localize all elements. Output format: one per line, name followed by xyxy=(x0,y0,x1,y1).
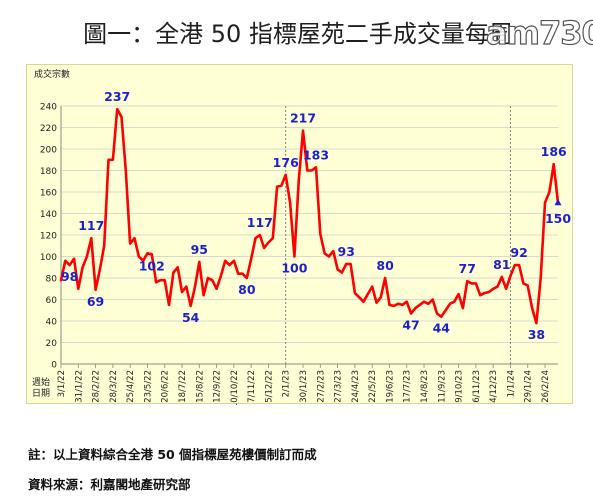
y-tick-label: 160 xyxy=(40,189,57,199)
x-tick-label: 27/2/23 xyxy=(316,370,326,403)
data-label: 186 xyxy=(541,144,567,159)
x-tick-label: 14/8/23 xyxy=(420,370,430,403)
x-tick-label: 10/10/22 xyxy=(230,370,240,405)
x-tick-label: 29/1/24 xyxy=(524,370,534,403)
line-chart: 成交宗數 0 20 40 60 80 100 120 140 160 180 200 220 240 3/… xyxy=(32,68,571,405)
data-label: 150 xyxy=(545,211,571,226)
data-label: 80 xyxy=(238,282,256,297)
data-label: 80 xyxy=(376,258,394,273)
x-tick-label: 30/1/23 xyxy=(299,370,309,403)
data-label: 102 xyxy=(139,258,165,273)
x-tick-label: 1/1/24 xyxy=(506,370,516,397)
data-label: 117 xyxy=(78,218,104,233)
x-tick-label: 24/4/23 xyxy=(351,370,361,403)
x-tick-label: 17/7/23 xyxy=(403,370,413,403)
data-label: 81 xyxy=(493,257,510,272)
chart-frame: 成交宗數 0 20 40 60 80 100 120 140 160 180 200 220 240 3/… xyxy=(26,64,573,405)
data-label: 38 xyxy=(528,327,545,342)
y-tick-label: 60 xyxy=(46,296,58,306)
x-tick-label: 4/12/23 xyxy=(489,370,499,403)
x-tick-label: 25/4/22 xyxy=(126,370,136,403)
x-tick-label: 27/3/23 xyxy=(334,370,344,403)
y-tick-label: 240 xyxy=(40,103,57,113)
x-tick-label: 2/1/23 xyxy=(282,370,292,397)
data-label: 117 xyxy=(247,215,273,230)
data-label: 100 xyxy=(281,261,307,276)
series-line xyxy=(59,107,560,325)
data-label: 54 xyxy=(182,310,200,325)
y-tick-label: 220 xyxy=(40,124,57,134)
y-tick-label: 0 xyxy=(51,361,57,371)
data-label: 237 xyxy=(104,89,130,104)
y-tick-label: 140 xyxy=(40,210,57,220)
x-axis-label-line1: 週始 xyxy=(32,376,50,388)
x-tick-label: 19/6/23 xyxy=(385,370,395,403)
x-tick-label: 11/9/23 xyxy=(437,370,447,403)
data-label: 93 xyxy=(338,244,355,259)
data-label: 183 xyxy=(303,147,329,162)
y-tick-label: 80 xyxy=(46,275,58,285)
x-tick-label: 3/1/22 xyxy=(57,370,67,397)
data-label: 98 xyxy=(61,269,78,284)
y-tick-label: 120 xyxy=(40,232,57,242)
x-tick-label: 31/1/22 xyxy=(74,370,84,403)
x-tick-label: 28/2/22 xyxy=(92,370,102,403)
x-axis-label-line2: 日期 xyxy=(32,388,50,399)
x-tick-label: 28/3/22 xyxy=(109,370,119,403)
source-note: 資料來源：利嘉閣地產研究部 xyxy=(28,477,191,492)
y-axis-label: 成交宗數 xyxy=(34,68,70,80)
x-tick-label: 15/8/22 xyxy=(195,370,205,403)
x-tick-label: 5/12/22 xyxy=(264,370,274,403)
data-label: 95 xyxy=(191,242,208,257)
x-tick-label: 22/5/23 xyxy=(368,370,378,403)
x-tick-label: 26/2/24 xyxy=(541,370,551,403)
y-tick-label: 200 xyxy=(40,146,57,156)
y-tick-label: 40 xyxy=(46,318,58,328)
data-label: 69 xyxy=(87,294,104,309)
data-label: 77 xyxy=(459,261,476,276)
am730-watermark-logo: am730 xyxy=(485,13,593,52)
x-tick-label: 18/7/22 xyxy=(178,370,188,403)
data-label: 47 xyxy=(402,317,419,332)
footnote: 註：以上資料綜合全港 50 個指標屋苑樓價制訂而成 xyxy=(28,447,317,462)
y-tick-label: 180 xyxy=(40,167,57,177)
y-tick-label: 100 xyxy=(40,253,57,263)
x-tick-label: 6/11/23 xyxy=(472,370,482,403)
data-label: 176 xyxy=(273,155,299,170)
y-tick-label: 20 xyxy=(46,339,58,349)
page-title: 圖一：全港 50 指標屋苑二手成交量每周 xyxy=(83,20,513,48)
x-tick-label: 9/10/23 xyxy=(455,370,465,403)
data-label: 44 xyxy=(433,321,451,336)
x-tick-label: 20/6/22 xyxy=(161,370,171,403)
data-label: 92 xyxy=(510,245,527,260)
data-label: 217 xyxy=(290,111,316,126)
x-tick-label: 23/5/22 xyxy=(143,370,153,403)
x-tick-label: 7/11/22 xyxy=(247,370,257,403)
last-point-marker xyxy=(554,198,562,206)
x-tick-label: 12/9/22 xyxy=(213,370,223,403)
